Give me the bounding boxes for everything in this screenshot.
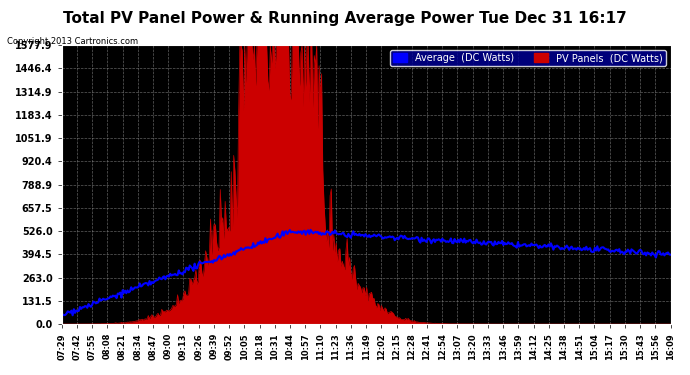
Legend: Average  (DC Watts), PV Panels  (DC Watts): Average (DC Watts), PV Panels (DC Watts) bbox=[390, 50, 666, 66]
Text: Total PV Panel Power & Running Average Power Tue Dec 31 16:17: Total PV Panel Power & Running Average P… bbox=[63, 11, 627, 26]
Text: Copyright 2013 Cartronics.com: Copyright 2013 Cartronics.com bbox=[7, 38, 138, 46]
